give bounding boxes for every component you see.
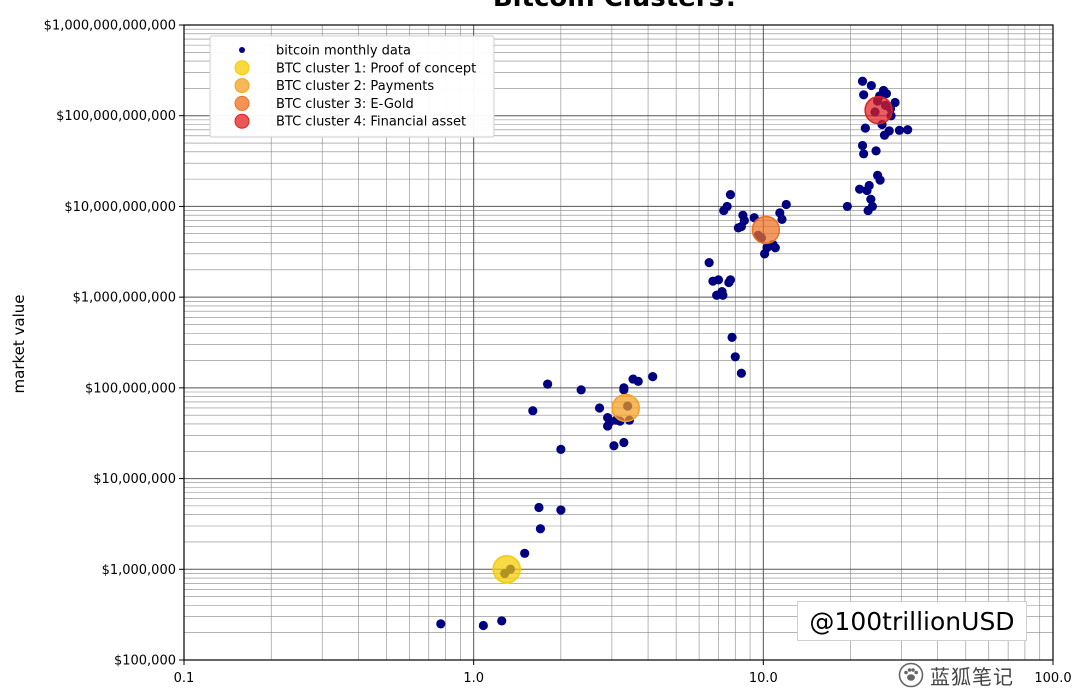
- data-point: [903, 125, 913, 135]
- data-point: [535, 524, 546, 534]
- cluster-marker-1: [492, 555, 521, 584]
- cluster-marker-2: [611, 393, 641, 423]
- data-point: [859, 149, 869, 159]
- data-point: [713, 275, 724, 285]
- source-stamp: 蓝狐笔记: [898, 660, 1014, 690]
- legend-label: bitcoin monthly data: [276, 44, 411, 59]
- legend-label: BTC cluster 3: E-Gold: [276, 97, 414, 112]
- data-point: [722, 201, 732, 212]
- data-point: [543, 379, 553, 389]
- cluster-marker-3: [751, 215, 781, 245]
- data-point: [859, 90, 869, 100]
- data-point: [478, 620, 488, 631]
- data-point: [866, 194, 876, 204]
- data-point: [520, 548, 530, 558]
- data-point: [436, 619, 446, 629]
- legend: bitcoin monthly data BTC cluster 1: Proof…: [209, 35, 495, 138]
- data-point: [727, 332, 737, 342]
- data-point: [594, 403, 605, 413]
- data-point: [770, 243, 780, 253]
- data-point: [855, 184, 865, 194]
- data-point: [609, 441, 619, 451]
- data-point: [781, 199, 791, 210]
- chart-title: Bitcoin Clusters?: [493, 0, 739, 13]
- data-point: [497, 616, 507, 626]
- data-point: [857, 140, 868, 151]
- legend-marker: [234, 78, 250, 94]
- data-point: [534, 502, 544, 513]
- data-point: [556, 505, 566, 515]
- data-point: [619, 437, 629, 448]
- data-point: [576, 385, 586, 395]
- cluster-markers: [492, 95, 893, 584]
- data-point: [894, 125, 905, 135]
- y-tick-label: $1,000,000: [102, 563, 176, 578]
- y-axis-label: market value: [10, 295, 28, 394]
- paw-icon: [898, 662, 924, 688]
- data-point: [736, 368, 746, 378]
- y-tick-label: $1,000,000,000,000: [44, 19, 176, 34]
- x-tick-label: 100.0: [1034, 671, 1071, 686]
- stamp-text: 蓝狐笔记: [930, 664, 1014, 689]
- x-tick-label: 10.0: [749, 671, 778, 686]
- y-tick-label: $100,000: [114, 654, 176, 669]
- data-point: [730, 352, 740, 362]
- data-point: [875, 175, 885, 185]
- data-point: [725, 275, 736, 285]
- data-point: [633, 376, 643, 386]
- data-point: [718, 290, 728, 300]
- axis-ticks: 0.1 1.0 10.0 100.0 $100,000 $1,000,000 $10,000…: [44, 19, 1072, 687]
- data-point: [528, 406, 538, 416]
- data-point: [725, 190, 736, 200]
- data-point: [648, 372, 658, 382]
- legend-label: BTC cluster 2: Payments: [276, 79, 434, 94]
- y-tick-label: $100,000,000,000: [56, 109, 176, 124]
- data-point: [777, 214, 787, 224]
- data-point: [556, 444, 566, 454]
- data-point: [842, 201, 852, 212]
- y-tick-label: $100,000,000: [85, 381, 176, 396]
- data-point: [619, 383, 629, 393]
- data-point: [857, 76, 868, 86]
- data-point: [864, 180, 874, 191]
- x-tick-label: 0.1: [174, 671, 195, 686]
- data-point: [739, 215, 749, 226]
- y-tick-label: $10,000,000: [93, 472, 176, 487]
- data-point: [884, 126, 894, 136]
- data-points: [436, 76, 913, 631]
- x-tick-label: 1.0: [463, 671, 484, 686]
- cluster-marker-4: [864, 95, 893, 125]
- legend-label: BTC cluster 4: Financial asset: [276, 115, 466, 130]
- legend-marker: [239, 47, 245, 53]
- legend-label: BTC cluster 1: Proof of concept: [276, 61, 476, 76]
- data-point: [867, 201, 878, 212]
- plot-frame: [183, 24, 1054, 661]
- legend-marker: [234, 113, 250, 129]
- data-point: [603, 413, 613, 423]
- legend-box: [209, 35, 495, 138]
- y-tick-label: $1,000,000,000: [73, 291, 176, 306]
- y-tick-label: $10,000,000,000: [64, 200, 176, 215]
- data-point: [704, 258, 714, 268]
- data-point: [871, 146, 881, 156]
- legend-marker: [234, 95, 250, 111]
- data-point: [866, 80, 876, 91]
- data-point: [860, 123, 870, 133]
- legend-marker: [234, 60, 250, 76]
- watermark-label: @100trillionUSD: [797, 601, 1027, 641]
